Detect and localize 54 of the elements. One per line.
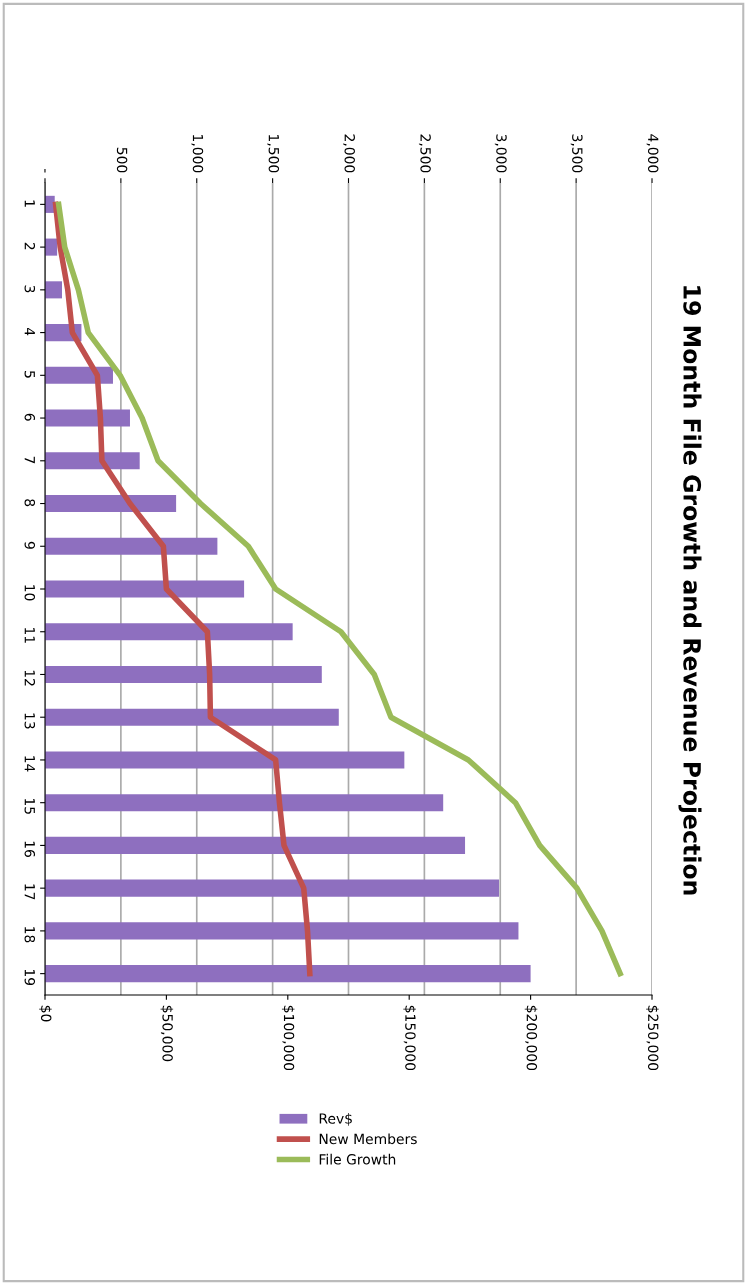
legend-label: New Members — [319, 1133, 417, 1145]
y-tick-label: 15 — [24, 798, 35, 814]
x2-tick-label: 2,000 — [343, 134, 355, 173]
y-tick-label: 12 — [24, 670, 36, 686]
y-tick-label: 9 — [24, 541, 36, 549]
y-tick-label: 7 — [24, 456, 35, 464]
y-tick-label: 18 — [24, 927, 36, 943]
bar — [45, 665, 322, 684]
x2-tick-label: 4,000 — [646, 134, 659, 173]
bar — [45, 494, 177, 513]
x2-tick-label: 1,000 — [191, 135, 204, 173]
x2-tick-label: 2,500 — [418, 134, 431, 173]
y-tick-label: 10 — [24, 585, 36, 601]
y-tick-label: 1 — [24, 200, 35, 207]
bar — [45, 281, 62, 299]
bar — [45, 409, 130, 427]
y-tick-label: 6 — [24, 413, 36, 421]
bar — [45, 751, 405, 769]
bar — [45, 965, 531, 983]
x2-tick-label: - — [44, 168, 46, 173]
bar — [45, 580, 245, 598]
y-tick-label: 4 — [24, 327, 35, 336]
y-tick-label: 8 — [24, 499, 36, 507]
y-tick-label: 13 — [24, 713, 36, 729]
y-tick-label: 14 — [24, 756, 35, 772]
x-tick-label: $250,000 — [646, 1005, 659, 1071]
x2-tick-label: 3,500 — [570, 134, 583, 173]
x-tick-label: $100,000 — [281, 1005, 295, 1071]
bar — [45, 836, 466, 854]
x-tick-label: $200,000 — [524, 1005, 538, 1071]
x-tick-label: $50,000 — [160, 1005, 174, 1062]
bar — [45, 708, 339, 726]
x2-tick-label: 3,000 — [494, 134, 507, 173]
y-tick-label: 2 — [24, 242, 36, 250]
legend-label: File Growth — [319, 1153, 396, 1165]
bar — [45, 794, 444, 812]
bar — [45, 452, 140, 470]
x2-tick-label: 1,500 — [267, 135, 280, 173]
text: 19 Month File Growth and Revenue Projection — [678, 286, 702, 895]
bar — [45, 238, 58, 256]
x-tick-label: $0 — [39, 1005, 52, 1022]
legend-label: Rev$ — [319, 1113, 352, 1126]
y-tick-label: 11 — [24, 627, 35, 643]
x2-tick-label: 500 — [116, 147, 128, 173]
bar — [45, 623, 293, 641]
bar — [45, 879, 500, 897]
y-tick-label: 3 — [24, 285, 36, 293]
bar — [45, 922, 519, 940]
y-tick-label: 5 — [24, 371, 35, 378]
x-tick-label: $150,000 — [403, 1005, 416, 1071]
bar — [45, 537, 218, 555]
y-tick-label: 17 — [24, 884, 35, 900]
y-tick-label: 19 — [24, 969, 36, 986]
y-tick-label: 16 — [24, 841, 36, 857]
